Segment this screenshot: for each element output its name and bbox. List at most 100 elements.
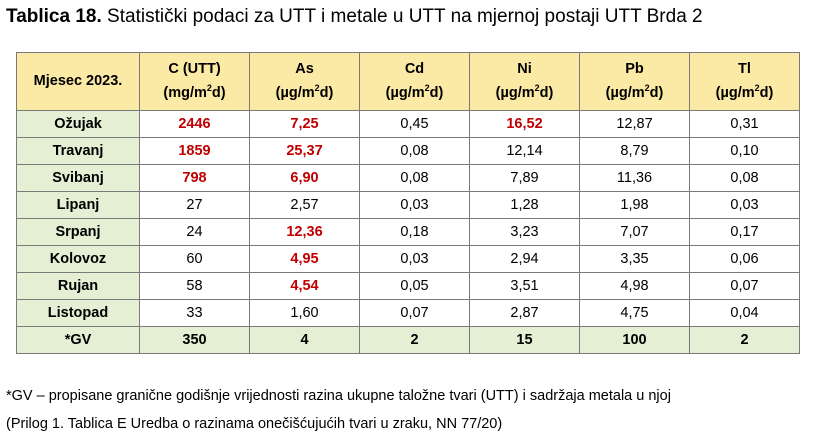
value-cell: 6,90: [249, 164, 360, 192]
column-header-unit: (mg/m2d): [163, 83, 226, 101]
footnote-line-1: *GV – propisane granične godišnje vrijed…: [6, 388, 671, 404]
footnote-line-2: (Prilog 1. Tablica E Uredba o razinama o…: [6, 416, 503, 432]
column-header: Mjesec 2023.: [16, 52, 140, 111]
value-cell: 0,17: [689, 218, 800, 246]
table-row: Ožujak 2446 7,25 0,45 16,52 12,87 0,31: [16, 110, 800, 138]
value-cell: 4,54: [249, 272, 360, 300]
table-row: Lipanj 27 2,57 0,03 1,28 1,98 0,03: [16, 191, 800, 219]
limit-value-cell: 2: [689, 326, 800, 354]
value-cell: 27: [139, 191, 250, 219]
month-cell: Ožujak: [16, 110, 140, 138]
value-cell: 798: [139, 164, 250, 192]
value-cell: 4,98: [579, 272, 690, 300]
limit-value-row: *GV 350 4 2 15 100 2: [16, 326, 800, 354]
limit-value-cell: 350: [139, 326, 250, 354]
limit-value-cell: 15: [469, 326, 580, 354]
value-cell: 2446: [139, 110, 250, 138]
value-cell: 1,28: [469, 191, 580, 219]
value-cell: 0,07: [689, 272, 800, 300]
value-cell: 0,03: [689, 191, 800, 219]
month-cell: Svibanj: [16, 164, 140, 192]
value-cell: 0,10: [689, 137, 800, 165]
column-header-name: As: [295, 61, 314, 78]
limit-value-cell: 2: [359, 326, 470, 354]
column-header-unit: (µg/m2d): [385, 83, 444, 101]
value-cell: 7,25: [249, 110, 360, 138]
value-cell: 24: [139, 218, 250, 246]
column-header-name: C (UTT): [168, 61, 221, 78]
value-cell: 2,87: [469, 299, 580, 327]
table-caption: Tablica 18. Statistički podaci za UTT i …: [6, 6, 703, 28]
value-cell: 25,37: [249, 137, 360, 165]
month-cell: Lipanj: [16, 191, 140, 219]
column-header-name: Pb: [625, 61, 644, 78]
value-cell: 12,87: [579, 110, 690, 138]
value-cell: 0,08: [689, 164, 800, 192]
statistics-table: Mjesec 2023. C (UTT) (mg/m2d) As (µg/m2d) Cd (…: [16, 52, 800, 354]
column-header-name: Ni: [517, 61, 532, 78]
value-cell: 11,36: [579, 164, 690, 192]
column-header-unit: (µg/m2d): [715, 83, 774, 101]
value-cell: 4,75: [579, 299, 690, 327]
column-header: Cd (µg/m2d): [359, 52, 470, 111]
month-cell: Srpanj: [16, 218, 140, 246]
column-header-name: Tl: [738, 61, 751, 78]
value-cell: 58: [139, 272, 250, 300]
table-row: Svibanj 798 6,90 0,08 7,89 11,36 0,08: [16, 164, 800, 192]
table-body: Ožujak 2446 7,25 0,45 16,52 12,87 0,31 Travanj 1…: [16, 110, 800, 354]
value-cell: 3,35: [579, 245, 690, 273]
value-cell: 8,79: [579, 137, 690, 165]
month-cell: Kolovoz: [16, 245, 140, 273]
value-cell: 0,06: [689, 245, 800, 273]
value-cell: 0,03: [359, 191, 470, 219]
value-cell: 0,08: [359, 137, 470, 165]
value-cell: 0,31: [689, 110, 800, 138]
value-cell: 0,07: [359, 299, 470, 327]
value-cell: 12,36: [249, 218, 360, 246]
caption-lead: Tablica 18.: [6, 6, 102, 27]
table-row: Kolovoz 60 4,95 0,03 2,94 3,35 0,06: [16, 245, 800, 273]
column-header-name: Cd: [404, 61, 425, 78]
table-row: Travanj 1859 25,37 0,08 12,14 8,79 0,10: [16, 137, 800, 165]
month-cell: Listopad: [16, 299, 140, 327]
column-header: Pb (µg/m2d): [579, 52, 690, 111]
value-cell: 7,07: [579, 218, 690, 246]
value-cell: 0,03: [359, 245, 470, 273]
value-cell: 2,57: [249, 191, 360, 219]
limit-value-cell: 4: [249, 326, 360, 354]
column-header: Tl (µg/m2d): [689, 52, 800, 111]
header-row: Mjesec 2023. C (UTT) (mg/m2d) As (µg/m2d) Cd (…: [16, 52, 800, 111]
column-header-name: Mjesec 2023.: [33, 73, 123, 89]
value-cell: 4,95: [249, 245, 360, 273]
value-cell: 0,04: [689, 299, 800, 327]
column-header: Ni (µg/m2d): [469, 52, 580, 111]
value-cell: 2,94: [469, 245, 580, 273]
value-cell: 3,23: [469, 218, 580, 246]
column-header-unit: (µg/m2d): [605, 83, 664, 101]
value-cell: 1,60: [249, 299, 360, 327]
limit-value-label: *GV: [16, 326, 140, 354]
value-cell: 1,98: [579, 191, 690, 219]
value-cell: 33: [139, 299, 250, 327]
month-cell: Travanj: [16, 137, 140, 165]
column-header: C (UTT) (mg/m2d): [139, 52, 250, 111]
value-cell: 3,51: [469, 272, 580, 300]
limit-value-cell: 100: [579, 326, 690, 354]
value-cell: 0,18: [359, 218, 470, 246]
value-cell: 0,08: [359, 164, 470, 192]
column-header-unit: (µg/m2d): [495, 83, 554, 101]
caption-text: Statistički podaci za UTT i metale u UTT…: [101, 6, 703, 27]
table-row: Srpanj 24 12,36 0,18 3,23 7,07 0,17: [16, 218, 800, 246]
month-cell: Rujan: [16, 272, 140, 300]
column-header-unit: (µg/m2d): [275, 83, 334, 101]
table-row: Listopad 33 1,60 0,07 2,87 4,75 0,04: [16, 299, 800, 327]
value-cell: 7,89: [469, 164, 580, 192]
value-cell: 0,45: [359, 110, 470, 138]
column-header: As (µg/m2d): [249, 52, 360, 111]
value-cell: 0,05: [359, 272, 470, 300]
value-cell: 12,14: [469, 137, 580, 165]
table-row: Rujan 58 4,54 0,05 3,51 4,98 0,07: [16, 272, 800, 300]
value-cell: 60: [139, 245, 250, 273]
value-cell: 1859: [139, 137, 250, 165]
value-cell: 16,52: [469, 110, 580, 138]
